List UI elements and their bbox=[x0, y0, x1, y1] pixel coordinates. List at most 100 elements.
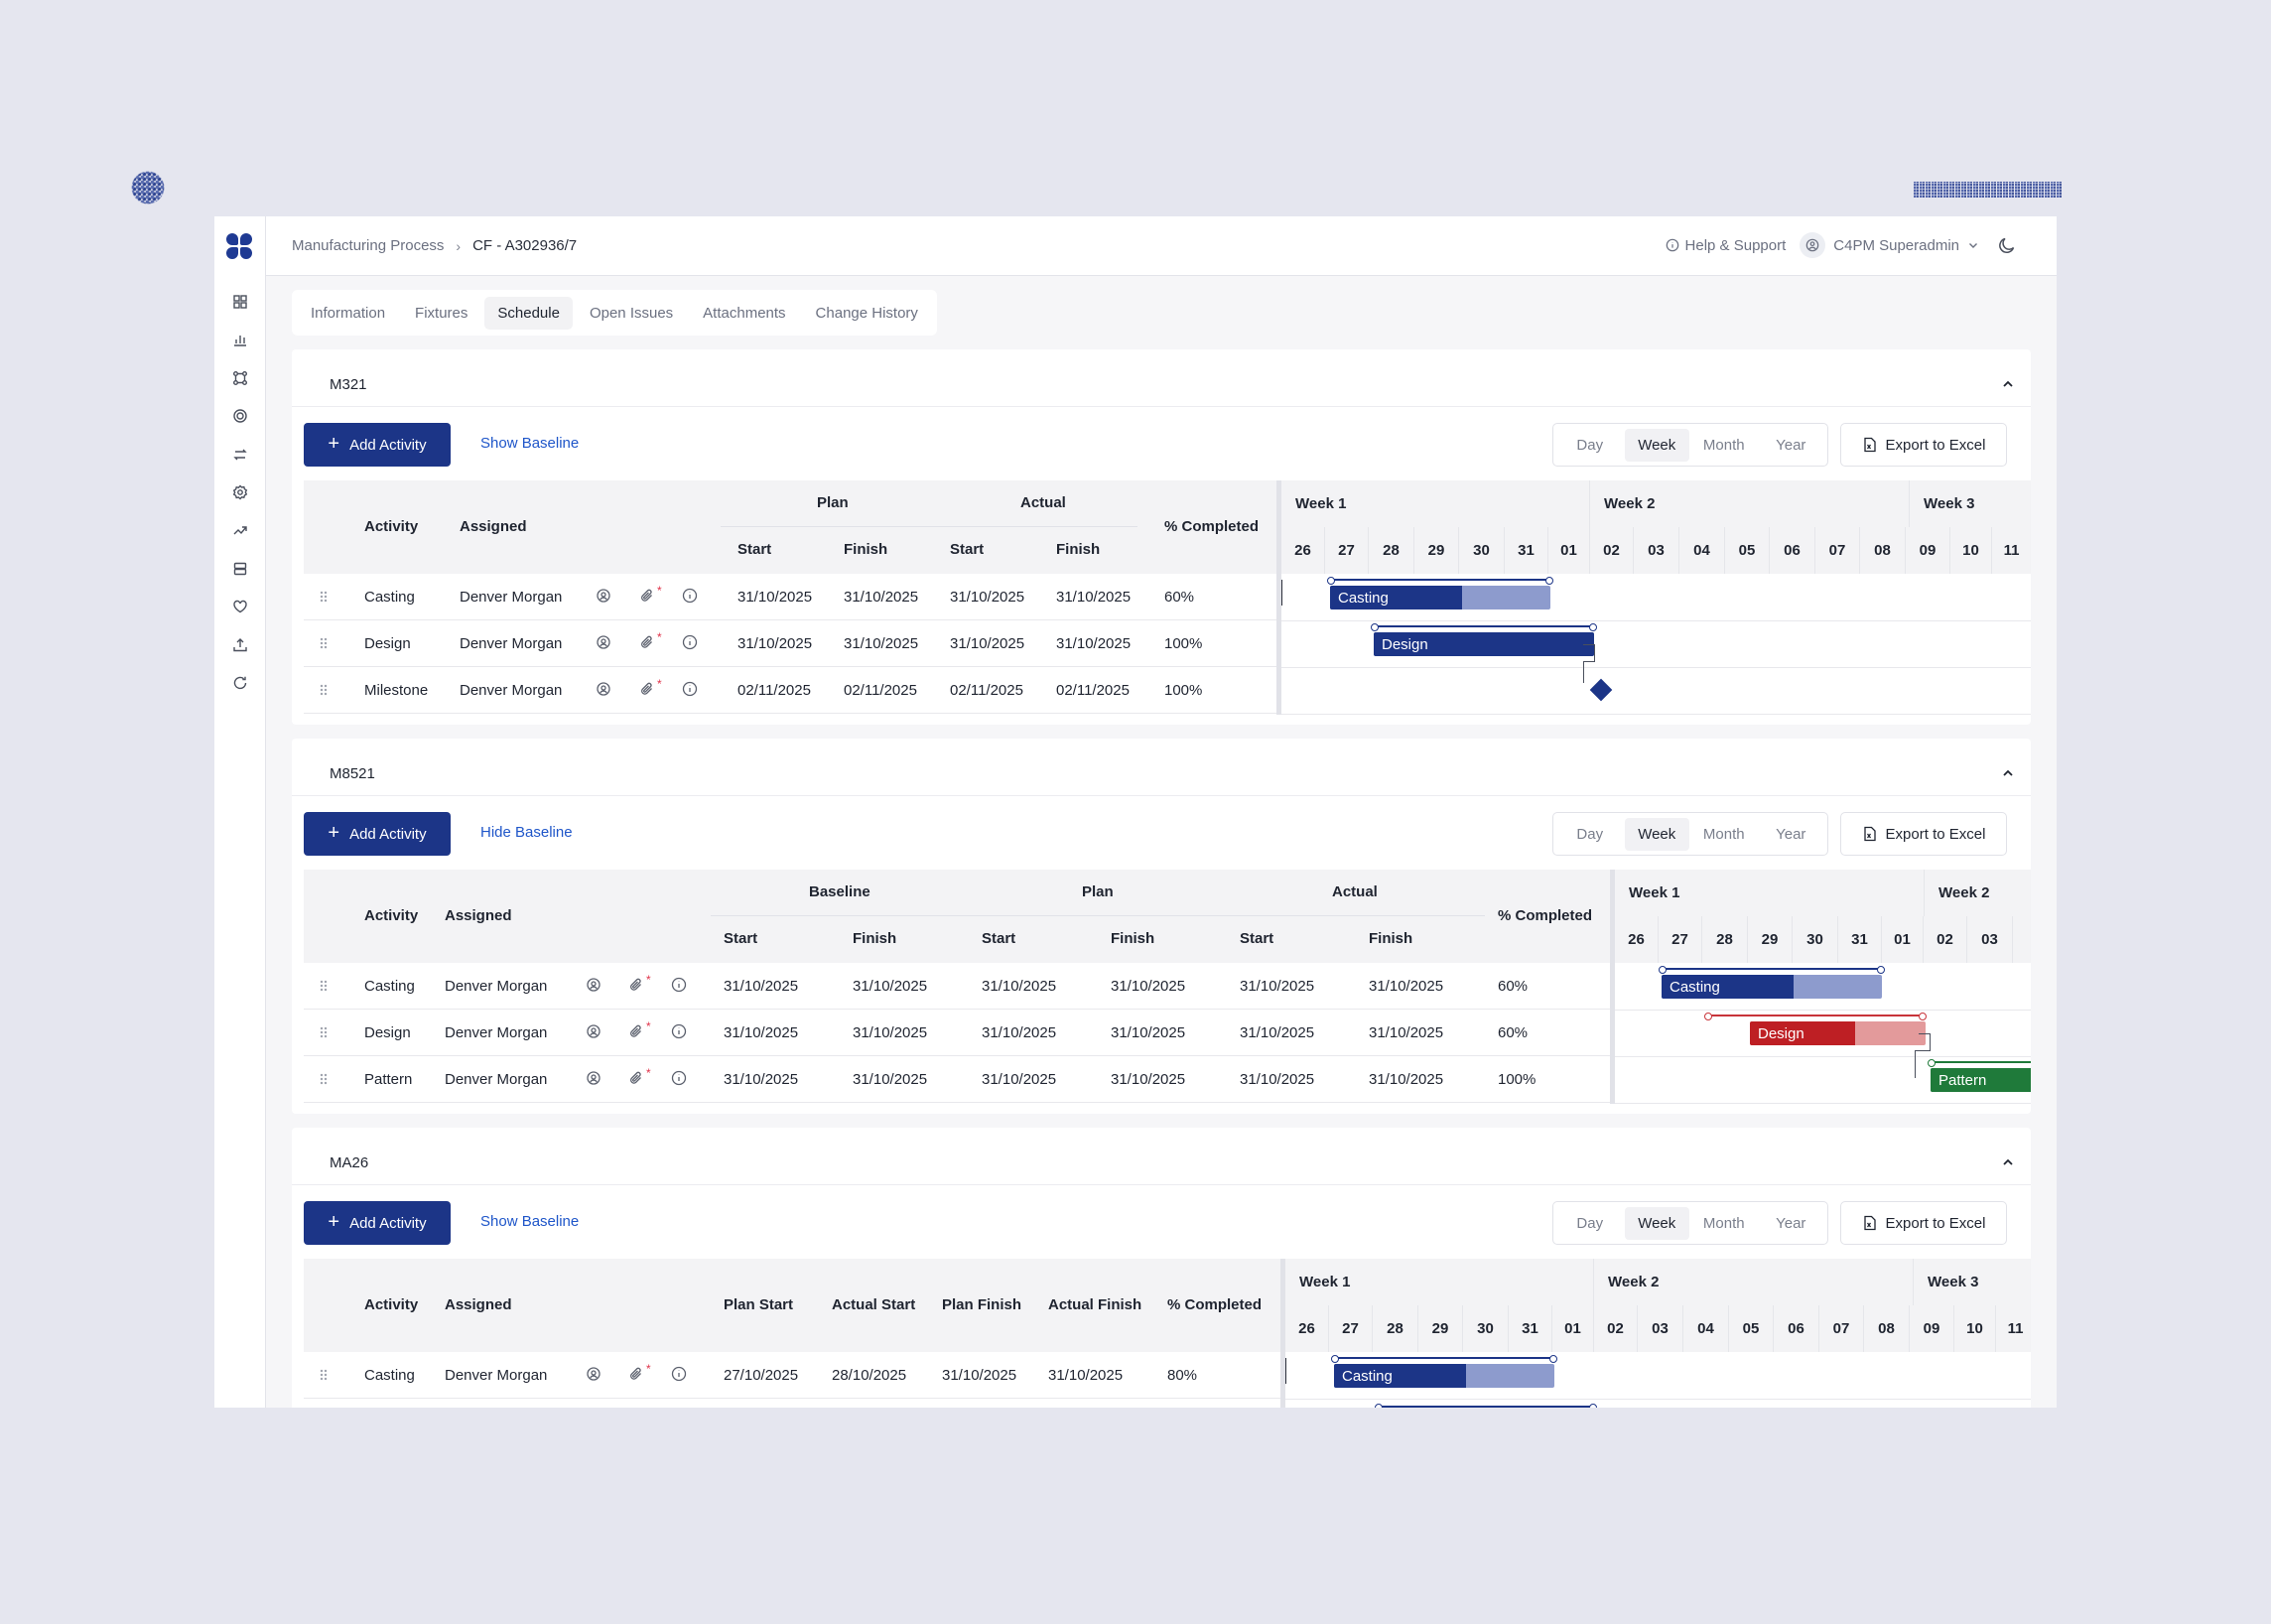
dashboard-icon[interactable] bbox=[230, 292, 250, 312]
view-day[interactable]: Day bbox=[1576, 436, 1604, 454]
hide-baseline-link[interactable]: Hide Baseline bbox=[480, 824, 573, 841]
col-assigned: Assigned bbox=[445, 1296, 512, 1313]
gantt-bar[interactable]: Design bbox=[1750, 1021, 1926, 1045]
cell-plan-start: 31/10/2025 bbox=[982, 1071, 1057, 1088]
show-baseline-link[interactable]: Show Baseline bbox=[480, 1213, 580, 1230]
view-month[interactable]: Month bbox=[1702, 1214, 1745, 1232]
tab-attachments[interactable]: Attachments bbox=[703, 304, 786, 322]
tab-change-history[interactable]: Change History bbox=[815, 304, 918, 322]
day-header: 31 bbox=[1505, 527, 1548, 574]
attachment-paperclip-icon[interactable] bbox=[628, 1023, 646, 1041]
info-icon[interactable] bbox=[682, 588, 700, 606]
table-row[interactable]: Milestone Denver Morgan * 02/11/2025 02/… bbox=[304, 667, 1276, 714]
view-day[interactable]: Day bbox=[1576, 1214, 1604, 1232]
export-excel-button[interactable]: Export to Excel bbox=[1840, 1201, 2007, 1245]
gantt-bar[interactable]: Design bbox=[1374, 632, 1594, 656]
info-icon[interactable] bbox=[671, 977, 689, 995]
assign-user-icon[interactable] bbox=[586, 1366, 603, 1384]
collapse-chevron-up-icon[interactable] bbox=[2001, 377, 2015, 391]
assign-user-icon[interactable] bbox=[596, 588, 613, 606]
view-month[interactable]: Month bbox=[1702, 436, 1745, 454]
attachment-paperclip-icon[interactable] bbox=[639, 681, 657, 699]
table-row[interactable]: Design Denver Morgan * 31/10/2025 31/10/2025… bbox=[304, 1010, 1610, 1056]
drag-handle-icon[interactable] bbox=[320, 1369, 328, 1381]
table-row[interactable]: Casting Denver Morgan * 31/10/2025 31/10… bbox=[304, 574, 1276, 620]
info-icon[interactable] bbox=[682, 634, 700, 652]
gantt-bar[interactable]: Casting bbox=[1330, 586, 1550, 609]
tab-information[interactable]: Information bbox=[311, 304, 386, 322]
database-icon[interactable] bbox=[230, 559, 250, 579]
export-excel-button[interactable]: Export to Excel bbox=[1840, 423, 2007, 467]
tab-open-issues[interactable]: Open Issues bbox=[589, 304, 674, 322]
col-actual-finish: Finish bbox=[1056, 541, 1101, 558]
app-logo-icon[interactable] bbox=[226, 233, 254, 261]
upload-icon[interactable] bbox=[230, 635, 250, 655]
assign-user-icon[interactable] bbox=[596, 634, 613, 652]
bar-chart-icon[interactable] bbox=[230, 330, 250, 349]
target-icon[interactable] bbox=[230, 406, 250, 426]
drag-handle-icon[interactable] bbox=[320, 1026, 328, 1038]
view-switcher: Day Week Month Year bbox=[1552, 812, 1828, 856]
info-icon[interactable] bbox=[671, 1366, 689, 1384]
breadcrumb-root[interactable]: Manufacturing Process bbox=[292, 237, 445, 254]
trend-up-icon[interactable] bbox=[230, 520, 250, 540]
view-month[interactable]: Month bbox=[1702, 825, 1745, 843]
gantt-bar[interactable]: Casting bbox=[1662, 975, 1882, 999]
info-icon[interactable] bbox=[671, 1023, 689, 1041]
cell-base-finish: 31/10/2025 bbox=[853, 1024, 928, 1041]
view-year[interactable]: Year bbox=[1776, 436, 1806, 454]
view-week[interactable]: Week bbox=[1624, 817, 1689, 851]
user-menu[interactable]: C4PM Superadmin bbox=[1800, 232, 1979, 258]
split-divider[interactable] bbox=[1276, 480, 1281, 715]
tab-schedule[interactable]: Schedule bbox=[484, 296, 573, 330]
drag-handle-icon[interactable] bbox=[320, 1073, 328, 1085]
drag-handle-icon[interactable] bbox=[320, 684, 328, 696]
view-year[interactable]: Year bbox=[1776, 825, 1806, 843]
drag-handle-icon[interactable] bbox=[320, 980, 328, 992]
assign-user-icon[interactable] bbox=[586, 1023, 603, 1041]
attachment-paperclip-icon[interactable] bbox=[628, 1366, 646, 1384]
swap-icon[interactable] bbox=[230, 445, 250, 465]
refresh-icon[interactable] bbox=[230, 673, 250, 693]
assign-user-icon[interactable] bbox=[586, 1070, 603, 1088]
col-plan-start: Plan Start bbox=[724, 1296, 794, 1313]
table-row[interactable]: Design Denver Morgan * 31/10/2025 31/10/… bbox=[304, 620, 1276, 667]
nodes-icon[interactable] bbox=[230, 368, 250, 388]
attachment-paperclip-icon[interactable] bbox=[628, 1070, 646, 1088]
cell-plan-finish: 31/10/2025 bbox=[844, 635, 919, 652]
assign-user-icon[interactable] bbox=[586, 977, 603, 995]
attachment-paperclip-icon[interactable] bbox=[639, 588, 657, 606]
view-year[interactable]: Year bbox=[1776, 1214, 1806, 1232]
add-activity-button[interactable]: + Add Activity bbox=[304, 423, 451, 467]
settings-gear-icon[interactable] bbox=[230, 482, 250, 502]
add-activity-button[interactable]: + Add Activity bbox=[304, 1201, 451, 1245]
table-row[interactable]: Casting Denver Morgan * 27/10/2025 28/10… bbox=[304, 1352, 1280, 1399]
show-baseline-link[interactable]: Show Baseline bbox=[480, 435, 580, 452]
drag-handle-icon[interactable] bbox=[320, 637, 328, 649]
heart-icon[interactable] bbox=[230, 597, 250, 616]
view-day[interactable]: Day bbox=[1576, 825, 1604, 843]
split-divider[interactable] bbox=[1280, 1259, 1285, 1408]
export-excel-button[interactable]: Export to Excel bbox=[1840, 812, 2007, 856]
info-icon[interactable] bbox=[682, 681, 700, 699]
drag-handle-icon[interactable] bbox=[320, 591, 328, 603]
gantt-bar[interactable]: Pattern bbox=[1931, 1068, 2031, 1092]
split-divider[interactable] bbox=[1610, 870, 1615, 1104]
col-actual-finish: Actual Finish bbox=[1048, 1296, 1142, 1313]
gantt-bar[interactable]: Casting bbox=[1334, 1364, 1554, 1388]
bar-label: Casting bbox=[1338, 590, 1389, 607]
dark-mode-moon-icon[interactable] bbox=[1997, 235, 2017, 255]
collapse-chevron-up-icon[interactable] bbox=[2001, 1155, 2015, 1169]
add-activity-button[interactable]: + Add Activity bbox=[304, 812, 451, 856]
help-support-link[interactable]: Help & Support bbox=[1666, 237, 1786, 254]
attachment-paperclip-icon[interactable] bbox=[639, 634, 657, 652]
collapse-chevron-up-icon[interactable] bbox=[2001, 766, 2015, 780]
view-week[interactable]: Week bbox=[1624, 1206, 1689, 1240]
info-icon[interactable] bbox=[671, 1070, 689, 1088]
table-row[interactable]: Pattern Denver Morgan * 31/10/2025 31/10/202… bbox=[304, 1056, 1610, 1103]
table-row[interactable]: Casting Denver Morgan * 31/10/2025 31/10/202… bbox=[304, 963, 1610, 1010]
assign-user-icon[interactable] bbox=[596, 681, 613, 699]
tab-fixtures[interactable]: Fixtures bbox=[415, 304, 468, 322]
attachment-paperclip-icon[interactable] bbox=[628, 977, 646, 995]
view-week[interactable]: Week bbox=[1624, 428, 1689, 462]
